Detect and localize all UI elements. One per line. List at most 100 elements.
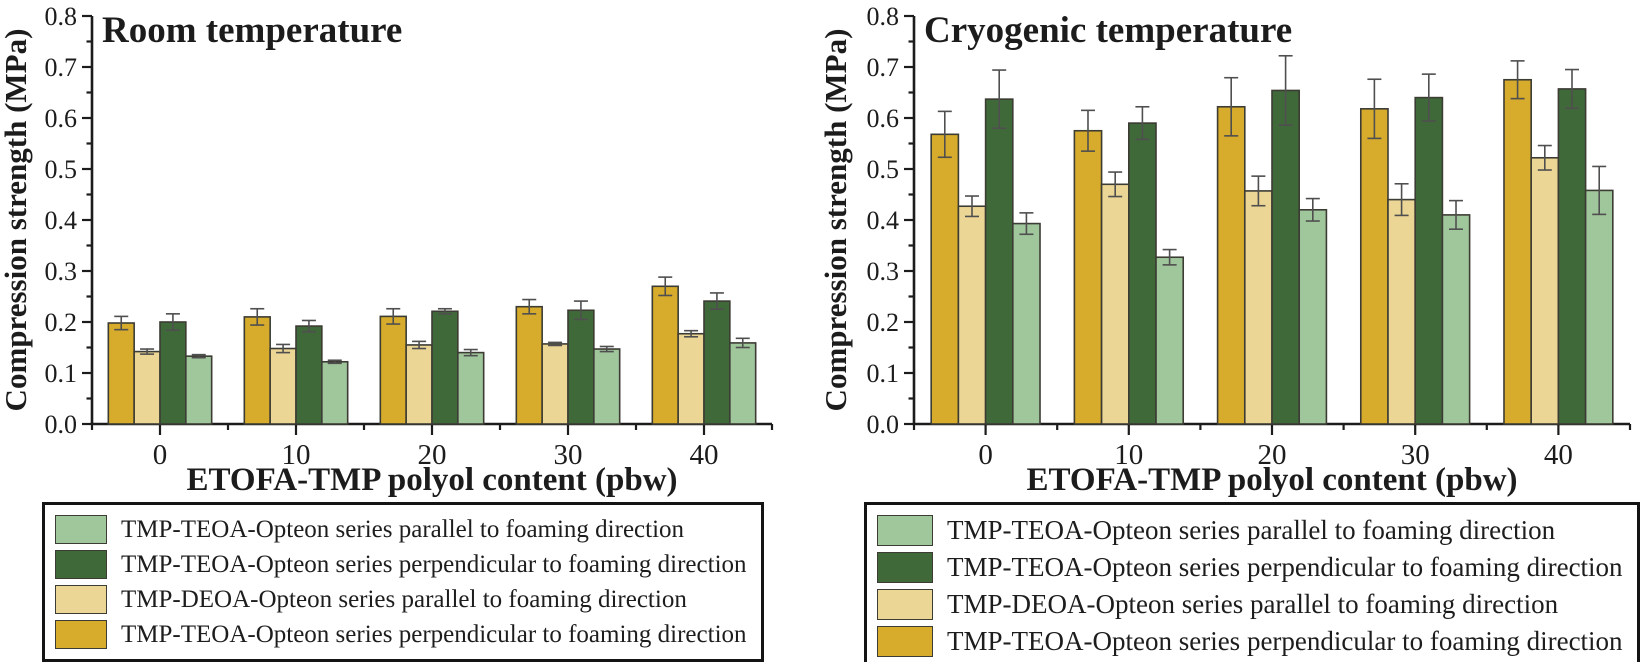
y-tick-label: 0.8 bbox=[867, 2, 900, 31]
x-axis-title: ETOFA-TMP polyol content (pbw) bbox=[1026, 462, 1517, 498]
bar bbox=[431, 310, 459, 425]
legend-item: TMP-TEOA-Opteon series parallel to foami… bbox=[55, 512, 747, 547]
x-tick-label: 30 bbox=[1401, 439, 1430, 471]
legend-item: TMP-DEOA-Opteon series parallel to foami… bbox=[55, 582, 747, 617]
legend-label: TMP-TEOA-Opteon series perpendicular to … bbox=[947, 552, 1623, 582]
y-tick-label: 0.0 bbox=[867, 410, 900, 439]
legend-swatch-gold-icon bbox=[55, 620, 107, 649]
bar bbox=[457, 351, 485, 425]
bar bbox=[159, 321, 187, 425]
bar bbox=[1298, 209, 1328, 425]
y-tick-label: 0.4 bbox=[45, 206, 78, 235]
bar bbox=[269, 347, 297, 425]
legend-swatch-tan-icon bbox=[877, 589, 933, 620]
legend-label: TMP-TEOA-Opteon series perpendicular to … bbox=[121, 550, 747, 578]
legend-item: TMP-TEOA-Opteon series perpendicular to … bbox=[877, 549, 1623, 586]
legend-label: TMP-DEOA-Opteon series parallel to foami… bbox=[121, 585, 687, 613]
bar bbox=[1127, 122, 1157, 425]
bar bbox=[243, 316, 271, 425]
x-tick-label: 10 bbox=[1114, 439, 1143, 471]
y-tick-label: 0.1 bbox=[45, 359, 78, 388]
y-axis-title: Compression strength (MPa) bbox=[0, 29, 33, 412]
bar bbox=[1414, 96, 1444, 425]
legend-swatch-dark-green-icon bbox=[55, 550, 107, 579]
cryogenic-temperature-chart: 0.0 0.1 0.2 0.3 0.4 0.5 0.6 0.7 0.8 0 10 20 30 40 Cryo… bbox=[820, 2, 1632, 498]
y-tick-label: 0.3 bbox=[867, 257, 900, 286]
x-tick-label: 0 bbox=[978, 439, 993, 471]
x-tick-label: 0 bbox=[153, 439, 168, 471]
room-temperature-panel: 0.0 0.1 0.2 0.3 0.4 0.5 0.6 0.7 0.8 0 10 20 30 40 Room… bbox=[0, 0, 790, 662]
y-tick-label: 0.1 bbox=[867, 359, 900, 388]
bar bbox=[703, 300, 731, 425]
legend-label: TMP-TEOA-Opteon series parallel to foami… bbox=[947, 515, 1556, 545]
bar bbox=[107, 322, 135, 425]
bar bbox=[1012, 222, 1041, 425]
y-tick-label: 0.2 bbox=[867, 308, 900, 337]
x-tick-label: 40 bbox=[1544, 439, 1573, 471]
bar bbox=[1359, 108, 1389, 425]
legend-swatch-dark-green-icon bbox=[877, 552, 933, 583]
x-tick-label: 10 bbox=[282, 439, 311, 471]
legend-item: TMP-TEOA-Opteon series parallel to foami… bbox=[877, 512, 1623, 549]
x-tick-label: 30 bbox=[554, 439, 583, 471]
legend-label: TMP-TEOA-Opteon series parallel to foami… bbox=[121, 515, 685, 543]
y-tick-label: 0.7 bbox=[45, 53, 78, 82]
bar bbox=[1216, 105, 1246, 425]
x-tick-label: 20 bbox=[1258, 439, 1287, 471]
room-temperature-legend: TMP-TEOA-Opteon series parallel to foami… bbox=[42, 502, 764, 662]
bar bbox=[321, 360, 349, 425]
bar bbox=[984, 98, 1014, 425]
legend-item: TMP-TEOA-Opteon series perpendicular to … bbox=[55, 547, 747, 582]
bar bbox=[379, 315, 407, 425]
bar bbox=[1073, 129, 1103, 425]
bar bbox=[405, 344, 433, 425]
bar bbox=[1155, 256, 1185, 425]
y-tick-label: 0.2 bbox=[45, 308, 78, 337]
bar bbox=[1387, 198, 1417, 425]
room-temperature-chart: 0.0 0.1 0.2 0.3 0.4 0.5 0.6 0.7 0.8 0 10 20 30 40 Room… bbox=[0, 2, 774, 498]
legend-item: TMP-TEOA-Opteon series perpendicular to … bbox=[877, 623, 1623, 660]
bar bbox=[1271, 89, 1301, 425]
x-tick-label: 20 bbox=[418, 439, 447, 471]
bar bbox=[957, 205, 987, 425]
y-tick-label: 0.3 bbox=[45, 257, 78, 286]
bar bbox=[515, 305, 543, 425]
legend-swatch-light-green-icon bbox=[55, 515, 107, 544]
y-tick-label: 0.5 bbox=[45, 155, 78, 184]
legend-label: TMP-TEOA-Opteon series perpendicular to … bbox=[121, 620, 747, 648]
y-tick-label: 0.7 bbox=[867, 53, 900, 82]
legend-item: TMP-TEOA-Opteon series perpendicular to … bbox=[55, 617, 747, 652]
legend-item: TMP-DEOA-Opteon series parallel to foami… bbox=[877, 586, 1623, 623]
chart-title: Room temperature bbox=[102, 10, 402, 51]
bar bbox=[1584, 189, 1614, 425]
bar bbox=[729, 342, 757, 425]
bar bbox=[133, 350, 161, 425]
y-tick-label: 0.6 bbox=[867, 104, 900, 133]
cryogenic-temperature-panel: 0.0 0.1 0.2 0.3 0.4 0.5 0.6 0.7 0.8 0 10 20 30 40 Cryo… bbox=[820, 0, 1652, 662]
bar bbox=[567, 309, 595, 425]
y-tick-label: 0.6 bbox=[45, 104, 78, 133]
legend-label: TMP-DEOA-Opteon series parallel to foami… bbox=[947, 589, 1559, 619]
x-axis-title: ETOFA-TMP polyol content (pbw) bbox=[186, 462, 677, 498]
x-tick-label: 40 bbox=[690, 439, 719, 471]
cryogenic-temperature-legend: TMP-TEOA-Opteon series parallel to foami… bbox=[864, 502, 1640, 662]
bar bbox=[295, 325, 323, 425]
bar bbox=[930, 133, 960, 425]
y-tick-label: 0.8 bbox=[45, 2, 78, 31]
legend-label: TMP-TEOA-Opteon series perpendicular to … bbox=[947, 626, 1623, 656]
y-tick-label: 0.0 bbox=[45, 410, 78, 439]
bar bbox=[1530, 156, 1560, 425]
bar bbox=[651, 285, 679, 425]
chart-title: Cryogenic temperature bbox=[924, 10, 1292, 51]
bar bbox=[541, 343, 569, 425]
bar bbox=[593, 348, 621, 425]
bar bbox=[677, 332, 705, 425]
legend-swatch-gold-icon bbox=[877, 626, 933, 657]
y-tick-label: 0.4 bbox=[867, 206, 900, 235]
y-tick-label: 0.5 bbox=[867, 155, 900, 184]
bar bbox=[185, 355, 213, 425]
bar bbox=[1557, 88, 1587, 425]
legend-swatch-light-green-icon bbox=[877, 515, 933, 546]
y-axis-title: Compression strength (MPa) bbox=[820, 29, 853, 412]
